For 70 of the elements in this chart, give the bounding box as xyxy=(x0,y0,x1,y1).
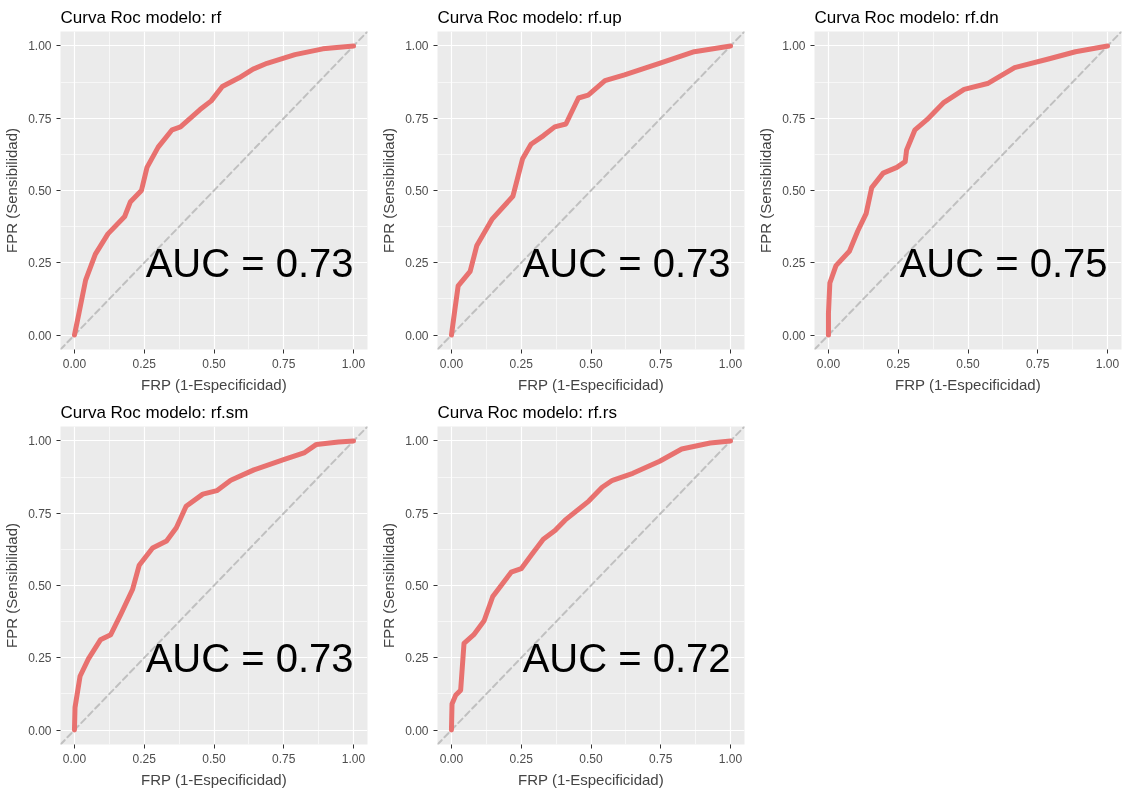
x-tick-label: 1.00 xyxy=(1095,356,1120,371)
y-tick-label: 0.50 xyxy=(28,579,52,593)
chart-title: Curva Roc modelo: rf.sm xyxy=(60,402,249,422)
x-axis-title: FRP (1-Especificidad) xyxy=(141,770,287,788)
y-tick-label: 0.50 xyxy=(782,184,806,198)
x-axis-title: FRP (1-Especificidad) xyxy=(518,770,664,788)
x-tick-label: 0.50 xyxy=(202,751,226,766)
x-tick-label: 0.25 xyxy=(509,751,534,766)
x-tick-label: 0.25 xyxy=(886,356,911,371)
x-tick-label: 1.00 xyxy=(718,751,743,766)
x-axis-title: FRP (1-Especificidad) xyxy=(141,375,287,393)
y-tick-label: 0.00 xyxy=(28,723,52,738)
y-tick-label: 1.00 xyxy=(405,434,429,449)
y-tick-label: 0.50 xyxy=(28,184,52,198)
annotation: AUC = 0.72 xyxy=(522,635,731,680)
x-axis-title: FRP (1-Especificidad) xyxy=(518,375,664,393)
x-tick-label: 1.00 xyxy=(341,356,366,371)
y-tick-label: 0.50 xyxy=(405,579,429,593)
x-tick-label: 0.25 xyxy=(132,356,157,371)
y-tick-label: 0.00 xyxy=(28,328,52,343)
y-tick-label: 1.00 xyxy=(405,39,429,54)
y-tick-label: 1.00 xyxy=(28,434,52,449)
y-axis-title: FPR (Sensibilidad) xyxy=(3,127,21,254)
x-tick-label: 0.75 xyxy=(272,356,296,371)
x-tick-label: 0.75 xyxy=(649,356,673,371)
x-tick-label: 0.75 xyxy=(1026,356,1050,371)
x-tick-label: 0.00 xyxy=(62,751,87,766)
x-tick-label: 0.50 xyxy=(579,356,603,371)
x-tick-label: 0.25 xyxy=(509,356,534,371)
y-tick-label: 0.00 xyxy=(405,723,429,738)
y-tick-label: 0.25 xyxy=(28,651,52,666)
y-tick-label: 0.75 xyxy=(28,111,52,126)
y-tick-label: 0.25 xyxy=(405,256,429,271)
x-tick-label: 0.00 xyxy=(439,751,464,766)
annotation: AUC = 0.73 xyxy=(522,240,731,285)
x-tick-label: 0.75 xyxy=(649,751,673,766)
x-tick-label: 0.75 xyxy=(272,751,296,766)
x-tick-label: 0.50 xyxy=(202,356,226,371)
y-tick-label: 0.75 xyxy=(28,506,52,521)
x-tick-label: 1.00 xyxy=(718,356,743,371)
x-tick-label: 0.50 xyxy=(579,751,603,766)
y-tick-label: 0.75 xyxy=(782,111,806,126)
x-tick-label: 1.00 xyxy=(341,751,366,766)
y-axis-title: FPR (Sensibilidad) xyxy=(757,127,775,254)
x-tick-label: 0.00 xyxy=(439,356,464,371)
y-tick-label: 1.00 xyxy=(28,39,52,54)
x-tick-label: 0.00 xyxy=(816,356,841,371)
y-tick-label: 0.25 xyxy=(405,651,429,666)
y-tick-label: 1.00 xyxy=(782,39,806,54)
y-axis-title: FPR (Sensibilidad) xyxy=(380,522,398,649)
y-tick-label: 0.25 xyxy=(28,256,52,271)
y-tick-label: 0.25 xyxy=(782,256,806,271)
chart-title: Curva Roc modelo: rf.rs xyxy=(437,402,617,422)
x-tick-label: 0.00 xyxy=(62,356,87,371)
chart-title: Curva Roc modelo: rf.up xyxy=(437,7,622,27)
x-axis-title: FRP (1-Especificidad) xyxy=(895,375,1041,393)
y-tick-label: 0.00 xyxy=(405,328,429,343)
y-tick-label: 0.75 xyxy=(405,506,429,521)
chart-title: Curva Roc modelo: rf xyxy=(60,7,222,27)
chart-title: Curva Roc modelo: rf.dn xyxy=(814,7,999,27)
x-tick-label: 0.50 xyxy=(956,356,980,371)
annotation: AUC = 0.73 xyxy=(145,240,354,285)
y-tick-label: 0.00 xyxy=(782,328,806,343)
y-tick-label: 0.75 xyxy=(405,111,429,126)
annotation: AUC = 0.75 xyxy=(899,240,1108,285)
y-tick-label: 0.50 xyxy=(405,184,429,198)
annotation: AUC = 0.73 xyxy=(145,635,354,680)
y-axis-title: FPR (Sensibilidad) xyxy=(380,127,398,254)
y-axis-title: FPR (Sensibilidad) xyxy=(3,522,21,649)
x-tick-label: 0.25 xyxy=(132,751,157,766)
